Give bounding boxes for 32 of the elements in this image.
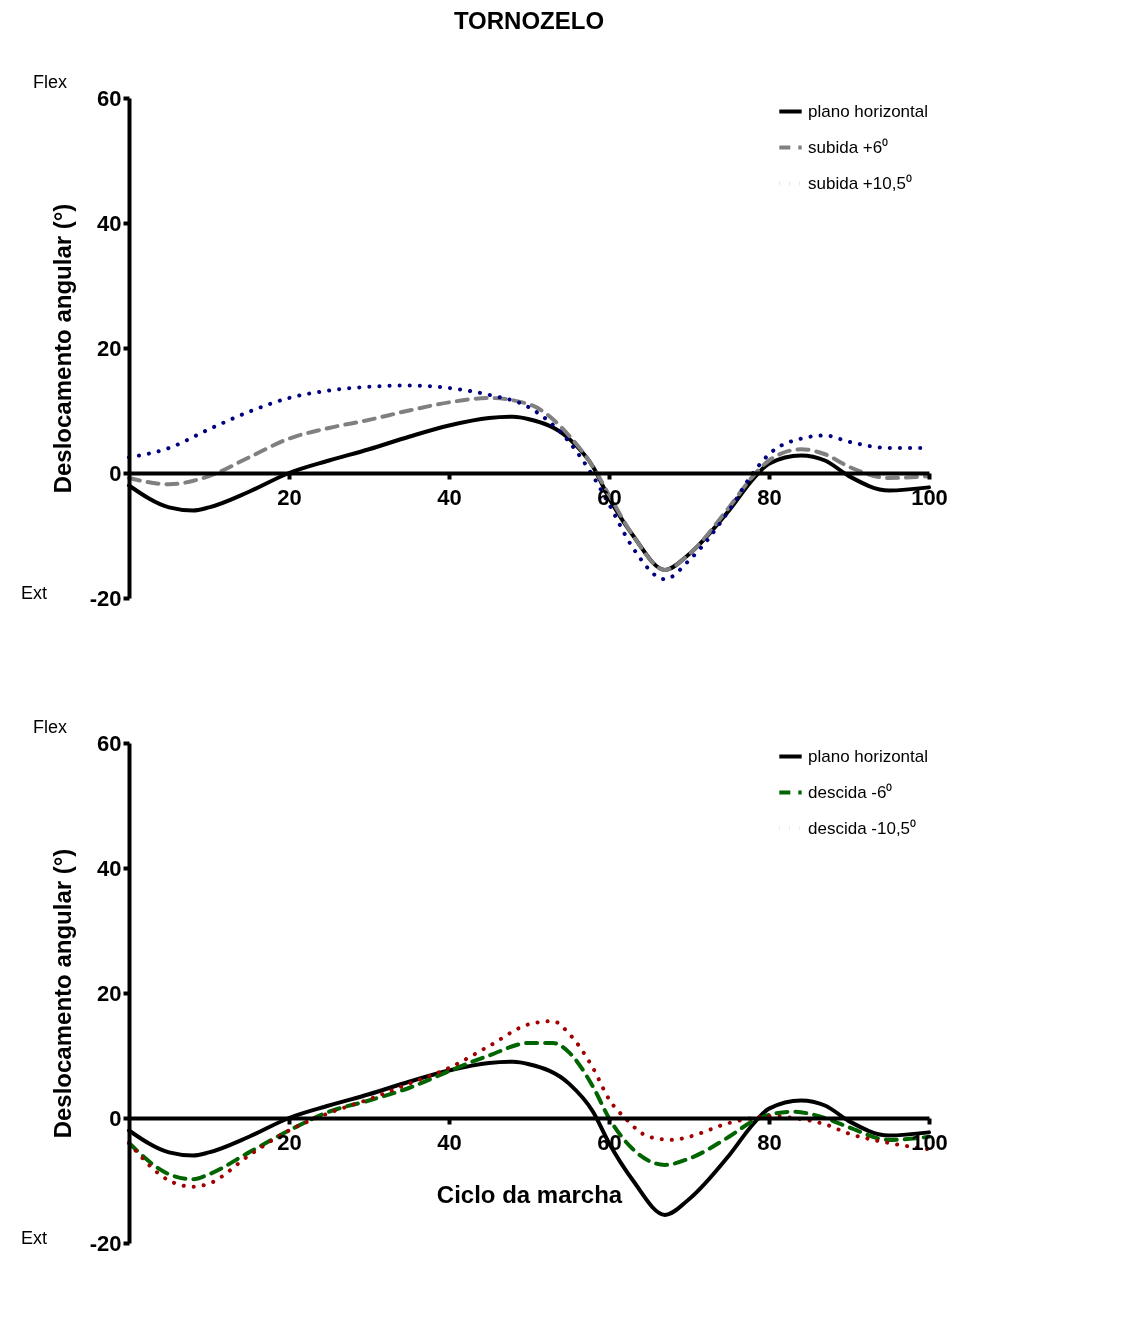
x-tick-label: 20 [277,484,302,510]
y-tick-label: 0 [109,1105,122,1131]
y-tick-label: -20 [89,585,122,611]
legend-label: descida -10,5⁰ [808,818,917,838]
y-tick-label: -20 [89,1230,122,1256]
y-tick-label: 20 [97,335,122,361]
legend-label: descida -6⁰ [808,782,893,802]
y-tick-label: 0 [109,460,122,486]
x-tick-label: 100 [911,1129,948,1155]
x-tick-label: 20 [277,1129,302,1155]
text: Flex [32,717,67,737]
x-tick-label: 40 [437,484,462,510]
x-tick-label: 80 [757,1129,782,1155]
chart-title: TORNOZELO [453,7,605,34]
text: Flex [32,72,67,92]
y-tick-label: 40 [97,855,122,881]
y-tick-label: 60 [97,85,122,111]
y-tick-label: 60 [97,730,122,756]
x-tick-label: 40 [437,1129,462,1155]
y-axis-title: Deslocamento angular (°) [48,848,76,1139]
legend-label: subida +6⁰ [808,137,889,157]
y-tick-label: 40 [97,210,122,236]
y-axis-title: Deslocamento angular (°) [48,203,76,494]
legend-label: plano horizontal [808,746,929,766]
text: Ext [20,583,47,603]
legend-label: subida +10,5⁰ [808,173,912,193]
text: Ext [20,1228,47,1248]
legend-label: plano horizontal [808,101,929,121]
y-tick-label: 20 [97,980,122,1006]
x-tick-label: 80 [757,484,782,510]
x-tick-label: 100 [911,484,948,510]
x-axis-title: Ciclo da marcha [436,1180,623,1208]
